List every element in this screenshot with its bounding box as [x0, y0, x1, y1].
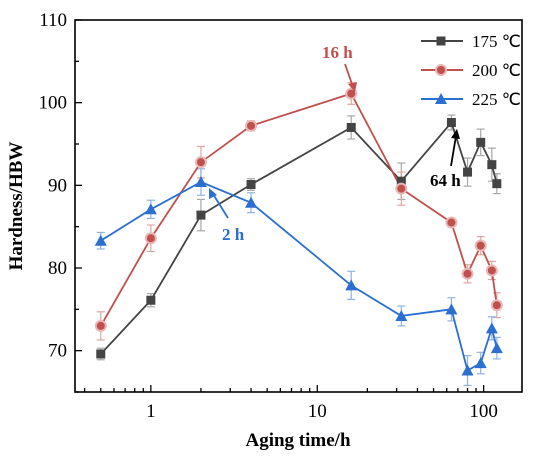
- y-tick-label: 110: [39, 10, 67, 31]
- data-point: [194, 156, 207, 169]
- data-point: [474, 239, 487, 252]
- annotation-64h-arrowhead: [451, 129, 460, 139]
- data-point: [474, 357, 487, 369]
- data-point: [194, 176, 207, 188]
- annotation-2h: 2 h: [222, 225, 245, 244]
- data-point: [490, 342, 503, 354]
- legend-label-200: 200 ℃: [472, 61, 521, 80]
- data-point: [94, 319, 107, 332]
- y-tick-label: 100: [39, 93, 68, 114]
- plot-area: [75, 20, 522, 392]
- x-tick-label: 100: [469, 401, 498, 422]
- annotation-16h-arrow: [344, 63, 354, 88]
- annotation-64h-arrow: [450, 135, 457, 167]
- legend-marker-175: [436, 36, 446, 46]
- y-tick-label: 70: [48, 341, 67, 362]
- legend-marker-225: [435, 93, 447, 104]
- data-point: [487, 160, 497, 170]
- legend-label-175: 175 ℃: [472, 32, 521, 51]
- y-tick-label: 90: [48, 175, 67, 196]
- data-point: [485, 264, 498, 277]
- annotation-16h: 16 h: [322, 43, 353, 62]
- x-tick-label: 10: [308, 401, 327, 422]
- annotation-16h-arrowhead: [348, 82, 357, 92]
- axes: [74, 19, 523, 393]
- y-axis-title: Hardness/HBW: [6, 142, 27, 271]
- data-point: [146, 295, 156, 305]
- y-tick-label: 80: [48, 258, 67, 279]
- data-point: [395, 309, 408, 321]
- data-point: [96, 349, 106, 359]
- data-point: [245, 196, 258, 208]
- data-point: [144, 203, 157, 215]
- data-point: [492, 179, 502, 189]
- data-point: [461, 364, 474, 376]
- plot-frame: [74, 19, 523, 393]
- data-point: [461, 267, 474, 280]
- x-axis-title: Aging time/h: [245, 430, 350, 451]
- data-point: [485, 322, 498, 334]
- data-point: [446, 118, 456, 128]
- data-point: [463, 167, 473, 177]
- series-markers: [94, 87, 503, 376]
- legend-label-225: 225 ℃: [472, 90, 521, 109]
- data-point: [196, 210, 206, 220]
- data-point: [395, 182, 408, 195]
- annotation-2h-arrowhead: [209, 188, 217, 199]
- data-point: [345, 279, 358, 291]
- data-point: [345, 87, 358, 100]
- annotation-2h-arrow: [212, 193, 229, 219]
- legend-marker-200: [435, 64, 447, 76]
- data-point: [144, 232, 157, 245]
- tick-marks: [75, 19, 485, 393]
- data-point: [94, 234, 107, 246]
- data-point: [445, 303, 458, 315]
- data-point: [476, 137, 486, 147]
- annotation-64h: 64 h: [430, 171, 461, 190]
- data-point: [346, 122, 356, 132]
- data-point: [445, 216, 458, 229]
- data-point: [490, 299, 503, 312]
- legend: 175 ℃ 200 ℃ 225 ℃: [421, 32, 521, 109]
- annotations: 16 h 2 h 64 h: [209, 43, 461, 244]
- data-point: [246, 180, 256, 190]
- data-point: [245, 119, 258, 132]
- x-tick-label: 1: [146, 401, 156, 422]
- data-point: [396, 176, 406, 186]
